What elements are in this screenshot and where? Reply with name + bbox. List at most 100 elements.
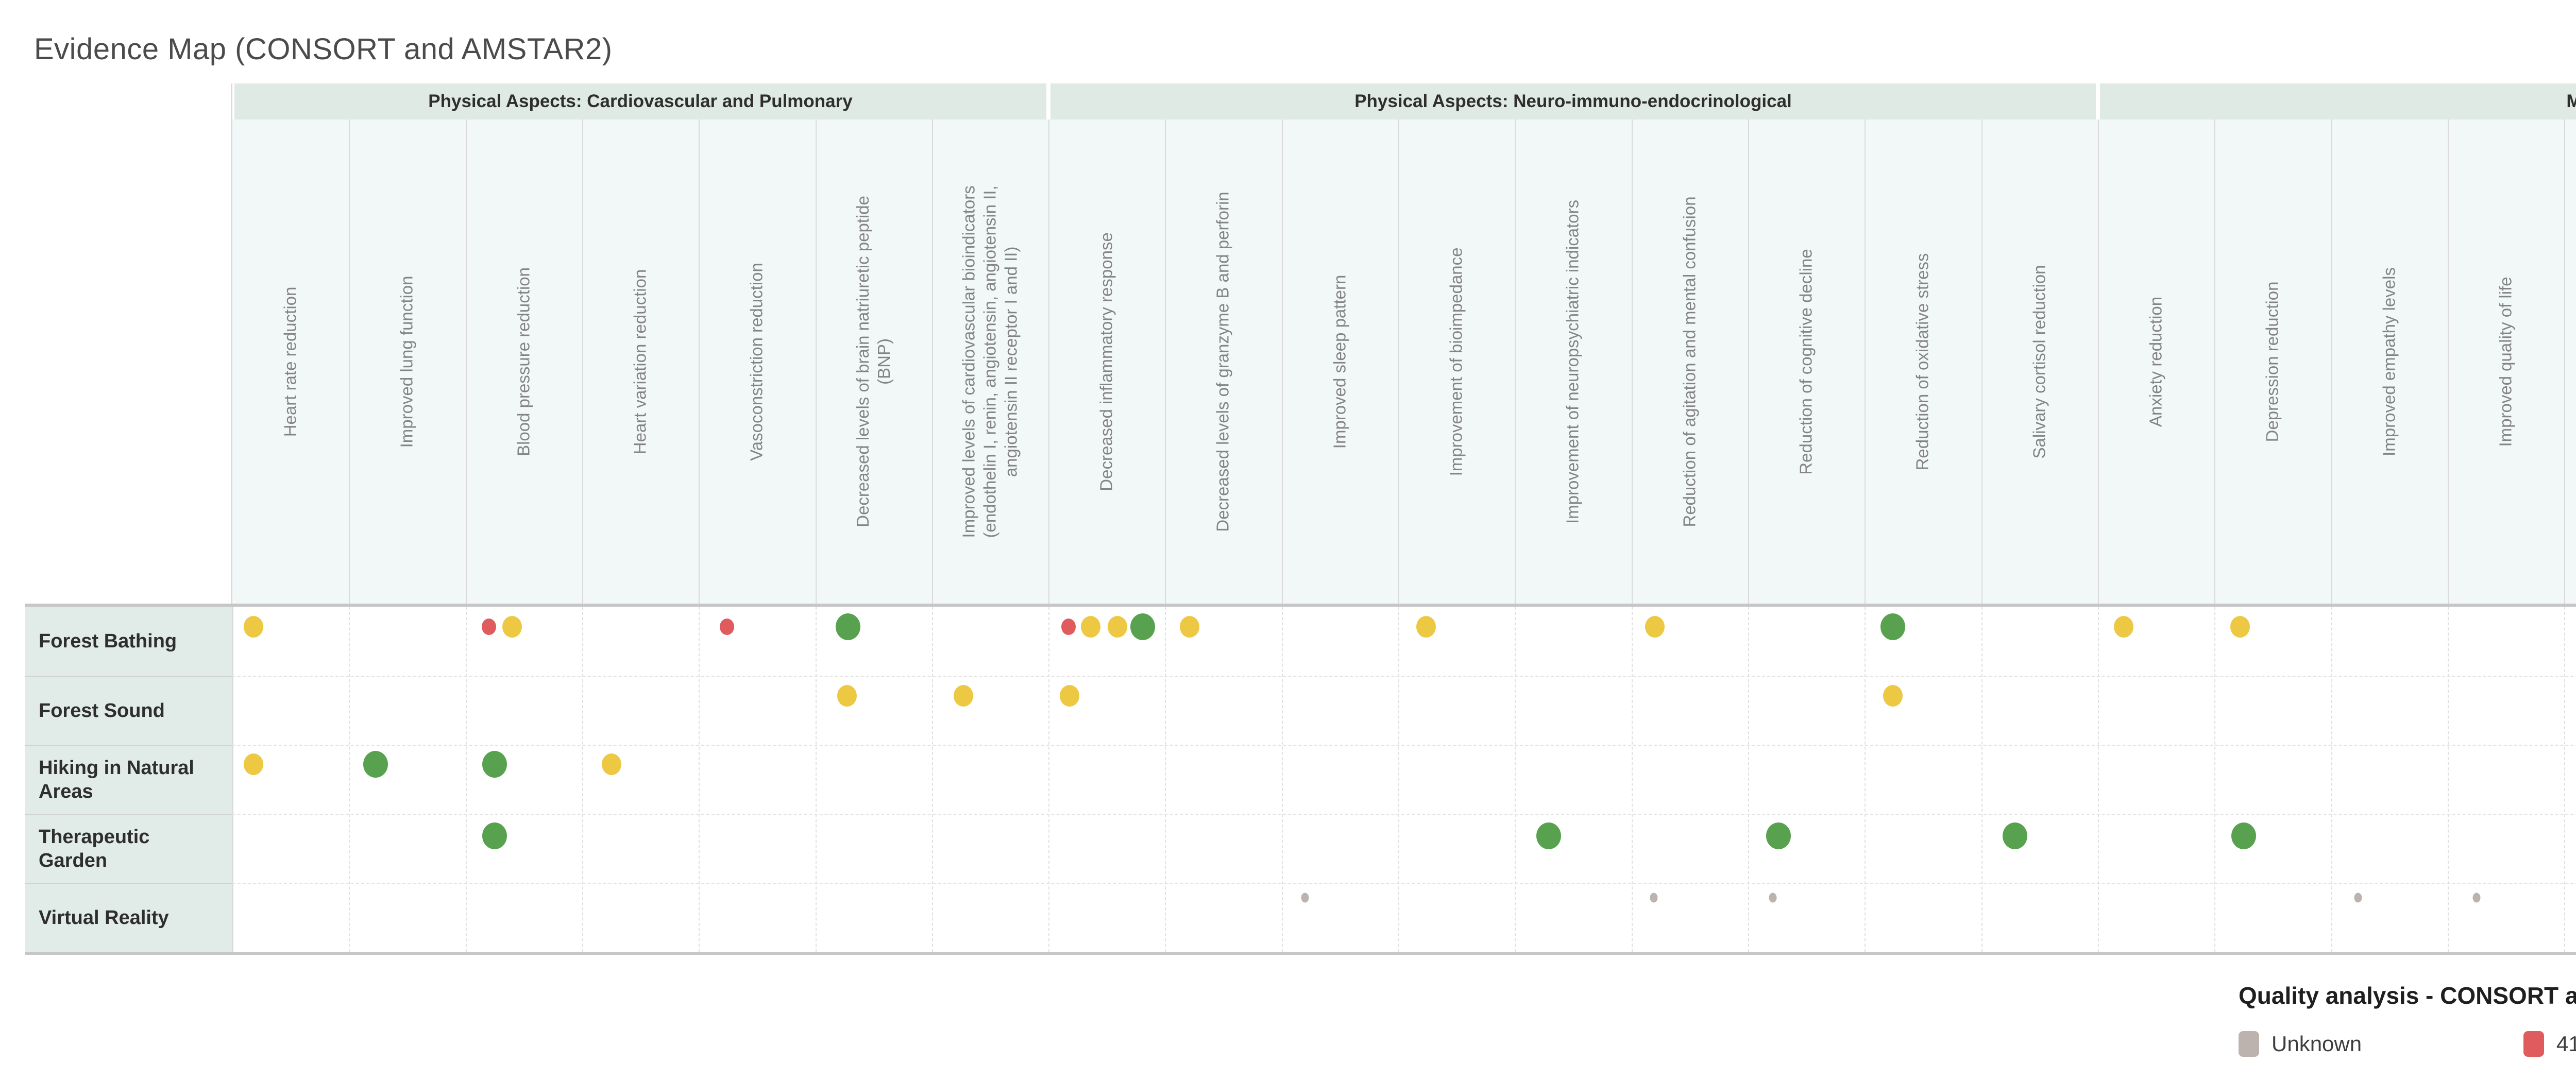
evidence-dot[interactable] (2472, 893, 2481, 903)
column-header-label: Improved empathy levels (2379, 267, 2399, 456)
evidence-dot[interactable] (244, 616, 263, 638)
evidence-dot[interactable] (954, 685, 973, 707)
evidence-dot[interactable] (2114, 616, 2133, 638)
evidence-dot[interactable] (1883, 685, 1903, 707)
evidence-dot[interactable] (1416, 616, 1436, 638)
column-header-label: Vasoconstriction reduction (747, 262, 766, 461)
legend-swatch-unknown (2239, 1031, 2259, 1057)
grid-line-vertical (699, 607, 700, 952)
column-separator (1165, 119, 1166, 604)
column-separator (2331, 119, 2332, 604)
column-separator (349, 119, 350, 604)
column-labels-area (232, 119, 2576, 604)
column-separator (1981, 119, 1982, 604)
column-header-label: Anxiety reduction (2146, 296, 2165, 427)
legend-label: Unknown (2272, 1032, 2362, 1056)
column-header-label: Salivary cortisol reduction (2029, 265, 2049, 458)
column-separator (816, 119, 817, 604)
column-header-8: Decreased inflammatory response (1048, 119, 1165, 604)
grid-line-vertical (2564, 607, 2565, 952)
row-label-3: Hiking in Natural Areas (25, 745, 232, 814)
column-group-header: Physical Aspects: Neuro-immuno-endocrino… (1050, 83, 2096, 119)
column-separator (1748, 119, 1749, 604)
evidence-dot[interactable] (2003, 822, 2027, 849)
column-separator (1282, 119, 1283, 604)
column-header-label: Improved lung function (397, 276, 416, 448)
matrix-bottom-border (25, 952, 2576, 955)
column-header-19: Improved empathy levels (2331, 119, 2448, 604)
grid-line-vertical (2098, 607, 2099, 952)
legend-item-unknown[interactable]: Unknown (2239, 1031, 2362, 1057)
column-header-label: Heart variation reduction (630, 269, 650, 454)
grid-line-vertical (1981, 607, 1982, 952)
evidence-dot[interactable] (502, 616, 522, 638)
grid-line-vertical (932, 607, 933, 952)
column-header-20: Improved quality of life (2448, 119, 2564, 604)
dot-area (232, 607, 2576, 952)
column-separator (466, 119, 467, 604)
evidence-dot[interactable] (836, 613, 860, 640)
evidence-dot[interactable] (720, 619, 734, 635)
page-title: Evidence Map (CONSORT and AMSTAR2) (34, 32, 613, 66)
evidence-dot[interactable] (1081, 616, 1100, 638)
evidence-dot[interactable] (482, 619, 496, 635)
legend-swatch-q41_60 (2523, 1031, 2544, 1057)
evidence-dot[interactable] (1108, 616, 1127, 638)
grid-line-vertical (1515, 607, 1516, 952)
evidence-dot[interactable] (837, 685, 857, 707)
grid-line-horizontal (232, 676, 2576, 677)
evidence-dot[interactable] (2354, 893, 2362, 903)
legend-item-q41_60[interactable]: 41 - 60% (2523, 1031, 2576, 1057)
evidence-dot[interactable] (1536, 822, 1561, 849)
table-corner-cell (25, 83, 232, 604)
evidence-dot[interactable] (602, 753, 621, 775)
column-header-3: Blood pressure reduction (466, 119, 582, 604)
evidence-dot[interactable] (1766, 822, 1791, 849)
column-header-label: Improvement of neuropsychiatric indicato… (1563, 199, 1582, 524)
evidence-dot[interactable] (2230, 616, 2250, 638)
evidence-dot[interactable] (1301, 893, 1309, 903)
evidence-dot[interactable] (482, 822, 507, 849)
evidence-dot[interactable] (1061, 619, 1076, 635)
row-label-4: Therapeutic Garden (25, 814, 232, 883)
column-group-header: Physical Aspects: Cardiovascular and Pul… (234, 83, 1046, 119)
evidence-dot[interactable] (1769, 893, 1777, 903)
row-label-5: Virtual Reality (25, 883, 232, 952)
grid-line-vertical (816, 607, 817, 952)
column-header-label: Improved levels of cardiovascular bioind… (959, 185, 1021, 538)
evidence-dot[interactable] (2231, 822, 2256, 849)
column-header-1: Heart rate reduction (232, 119, 349, 604)
column-header-label: Improvement of bioimpedance (1446, 247, 1466, 476)
column-separator (582, 119, 583, 604)
evidence-dot[interactable] (363, 751, 388, 778)
column-separator (2098, 119, 2099, 604)
legend-title: Quality analysis - CONSORT and AMSTAR2 (2239, 982, 2576, 1009)
column-separator (2448, 119, 2449, 604)
grid-line-vertical (349, 607, 350, 952)
grid-line-vertical (1748, 607, 1749, 952)
evidence-dot[interactable] (244, 753, 263, 775)
column-separator (1632, 119, 1633, 604)
column-header-9: Decreased levels of granzyme B and perfo… (1165, 119, 1281, 604)
grid-line-vertical (582, 607, 583, 952)
evidence-dot[interactable] (482, 751, 507, 778)
grid-line-horizontal (232, 883, 2576, 884)
grid-line-vertical (1865, 607, 1866, 952)
evidence-dot[interactable] (1180, 616, 1199, 638)
grid-line-vertical (1398, 607, 1399, 952)
evidence-dot[interactable] (1060, 685, 1079, 707)
grid-line-vertical (2214, 607, 2215, 952)
quality-legend: Quality analysis - CONSORT and AMSTAR2 U… (2239, 982, 2576, 1057)
evidence-dot[interactable] (1645, 616, 1665, 638)
column-header-label: Improved sleep pattern (1330, 275, 1349, 449)
column-header-label: Reduction of oxidative stress (1912, 253, 1932, 470)
row-label-2: Forest Sound (25, 676, 232, 745)
evidence-dot[interactable] (1130, 613, 1155, 640)
evidence-dot[interactable] (1880, 613, 1905, 640)
evidence-dot[interactable] (1650, 893, 1658, 903)
grid-line-vertical (1282, 607, 1283, 952)
grid-line-vertical (1048, 607, 1049, 952)
column-header-10: Improved sleep pattern (1282, 119, 1398, 604)
column-header-label: Improved quality of life (2496, 276, 2515, 447)
